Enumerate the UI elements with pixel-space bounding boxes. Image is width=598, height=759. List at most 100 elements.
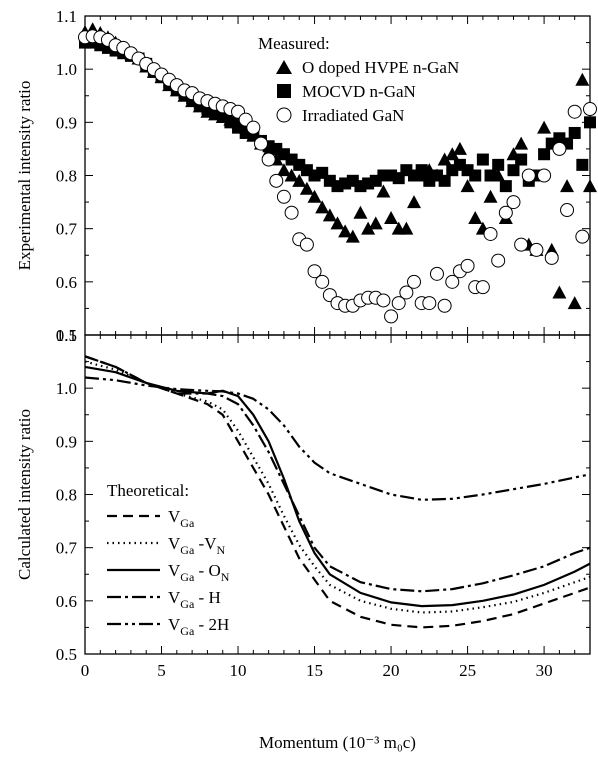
legend-label: O doped HVPE n-GaN — [302, 58, 459, 77]
data-point-triangle — [567, 296, 582, 310]
data-point-triangle — [292, 173, 307, 187]
legend-label: MOCVD n-GaN — [302, 82, 416, 101]
data-point-circle — [407, 274, 422, 289]
data-point-square — [415, 164, 428, 177]
data-point-square — [576, 158, 589, 171]
y-tick-label: 0.7 — [56, 220, 78, 239]
data-point-circle — [384, 309, 399, 324]
data-point-triangle — [399, 221, 414, 235]
legend-label: VGa - ON — [168, 561, 230, 584]
data-point-square — [492, 158, 505, 171]
data-point-circle — [529, 242, 544, 257]
data-point-triangle — [445, 147, 460, 161]
legend: Measured: O doped HVPE n-GaN MOCVD n-GaN Ir… — [258, 34, 459, 125]
legend: Theoretical: VGa VGa -VN VGa - ON VGa - H VGa… — [107, 481, 230, 638]
data-point-square — [507, 164, 520, 177]
data-point-square — [232, 121, 245, 134]
series-line — [84, 355, 591, 629]
legend-label: Irradiated GaN — [302, 106, 404, 125]
data-point-circle — [284, 205, 299, 220]
data-point-square — [438, 174, 451, 187]
data-point-triangle — [483, 189, 498, 203]
data-point-circle — [560, 203, 575, 218]
data-point-circle — [246, 120, 261, 135]
y-tick-label: 0.9 — [56, 432, 77, 451]
data-point-circle — [276, 189, 291, 204]
y-tick-label: 1.1 — [56, 326, 77, 345]
x-tick-label: 25 — [459, 661, 476, 680]
legend-label: VGa — [168, 507, 195, 530]
y-tick-label: 0.6 — [56, 273, 77, 292]
legend-marker-circle — [276, 107, 292, 123]
data-point-square — [515, 153, 528, 166]
data-point-circle — [445, 274, 460, 289]
data-point-circle — [429, 266, 444, 281]
x-tick-label: 10 — [230, 661, 247, 680]
data-point-circle — [483, 226, 498, 241]
y-tick-label: 1.0 — [56, 379, 77, 398]
y-tick-label: 1.1 — [56, 7, 77, 26]
data-point-circle — [583, 102, 597, 117]
data-point-circle — [437, 298, 452, 313]
series-line — [84, 355, 591, 593]
data-point-triangle — [353, 205, 368, 219]
x-tick-label: 0 — [81, 661, 90, 680]
data-point-square — [476, 153, 489, 166]
data-point-circle — [253, 136, 268, 151]
legend-title: Measured: — [258, 34, 330, 53]
data-point-triangle — [345, 229, 360, 243]
data-point-circle — [376, 293, 391, 308]
data-point-circle — [299, 237, 314, 252]
data-point-triangle — [514, 136, 529, 150]
data-point-square — [247, 129, 260, 142]
data-point-circle — [460, 258, 475, 273]
data-point-triangle — [437, 152, 452, 166]
data-point-triangle — [299, 181, 314, 195]
data-point-circle — [399, 285, 414, 300]
bottom-panel: 0.5 0.6 0.7 0.8 0.9 1.0 1.1 0 5 10 15 20 25 30 Calcula… — [15, 326, 591, 752]
y-tick-label: 0.8 — [56, 486, 77, 505]
data-point-triangle — [452, 141, 467, 155]
data-point-triangle — [537, 120, 552, 134]
data-point-triangle — [315, 200, 330, 214]
data-point-circle — [575, 229, 590, 244]
x-axis-label: Momentum (10⁻³ m₀c) — [259, 733, 416, 752]
data-point-triangle — [284, 168, 299, 182]
data-point-triangle — [368, 216, 383, 230]
data-point-circle — [269, 173, 284, 188]
y-tick-label: 0.6 — [56, 592, 77, 611]
data-point-circle — [391, 296, 406, 311]
data-point-square — [499, 180, 512, 193]
data-point-circle — [261, 152, 276, 167]
data-point-triangle — [575, 72, 590, 86]
legend-label: VGa - 2H — [168, 615, 229, 638]
data-point-circle — [567, 104, 582, 119]
data-point-triangle — [338, 224, 353, 238]
y-tick-label: 0.9 — [56, 113, 77, 132]
data-point-circle — [544, 250, 559, 265]
data-point-triangle — [376, 184, 391, 198]
x-tick-label: 20 — [383, 661, 400, 680]
data-point-square — [538, 148, 551, 161]
data-point-triangle — [384, 211, 399, 225]
data-point-triangle — [276, 163, 291, 177]
data-point-triangle — [330, 216, 345, 230]
data-point-square — [568, 126, 581, 139]
data-point-circle — [307, 264, 322, 279]
legend-label: VGa -VN — [168, 534, 225, 557]
data-point-triangle — [322, 208, 337, 222]
data-point-triangle — [460, 179, 475, 193]
data-point-circle — [315, 274, 330, 289]
data-point-circle — [514, 237, 529, 252]
y-tick-label: 0.5 — [56, 645, 77, 664]
y-tick-label: 0.7 — [56, 539, 78, 558]
legend-title: Theoretical: — [107, 481, 189, 500]
data-point-square — [484, 169, 497, 182]
data-point-circle — [498, 205, 513, 220]
data-point-triangle — [552, 285, 567, 299]
y-tick-label: 0.8 — [56, 167, 77, 186]
data-point-triangle — [560, 179, 575, 193]
data-point-circle — [521, 168, 536, 183]
legend-marker-triangle — [276, 60, 292, 74]
